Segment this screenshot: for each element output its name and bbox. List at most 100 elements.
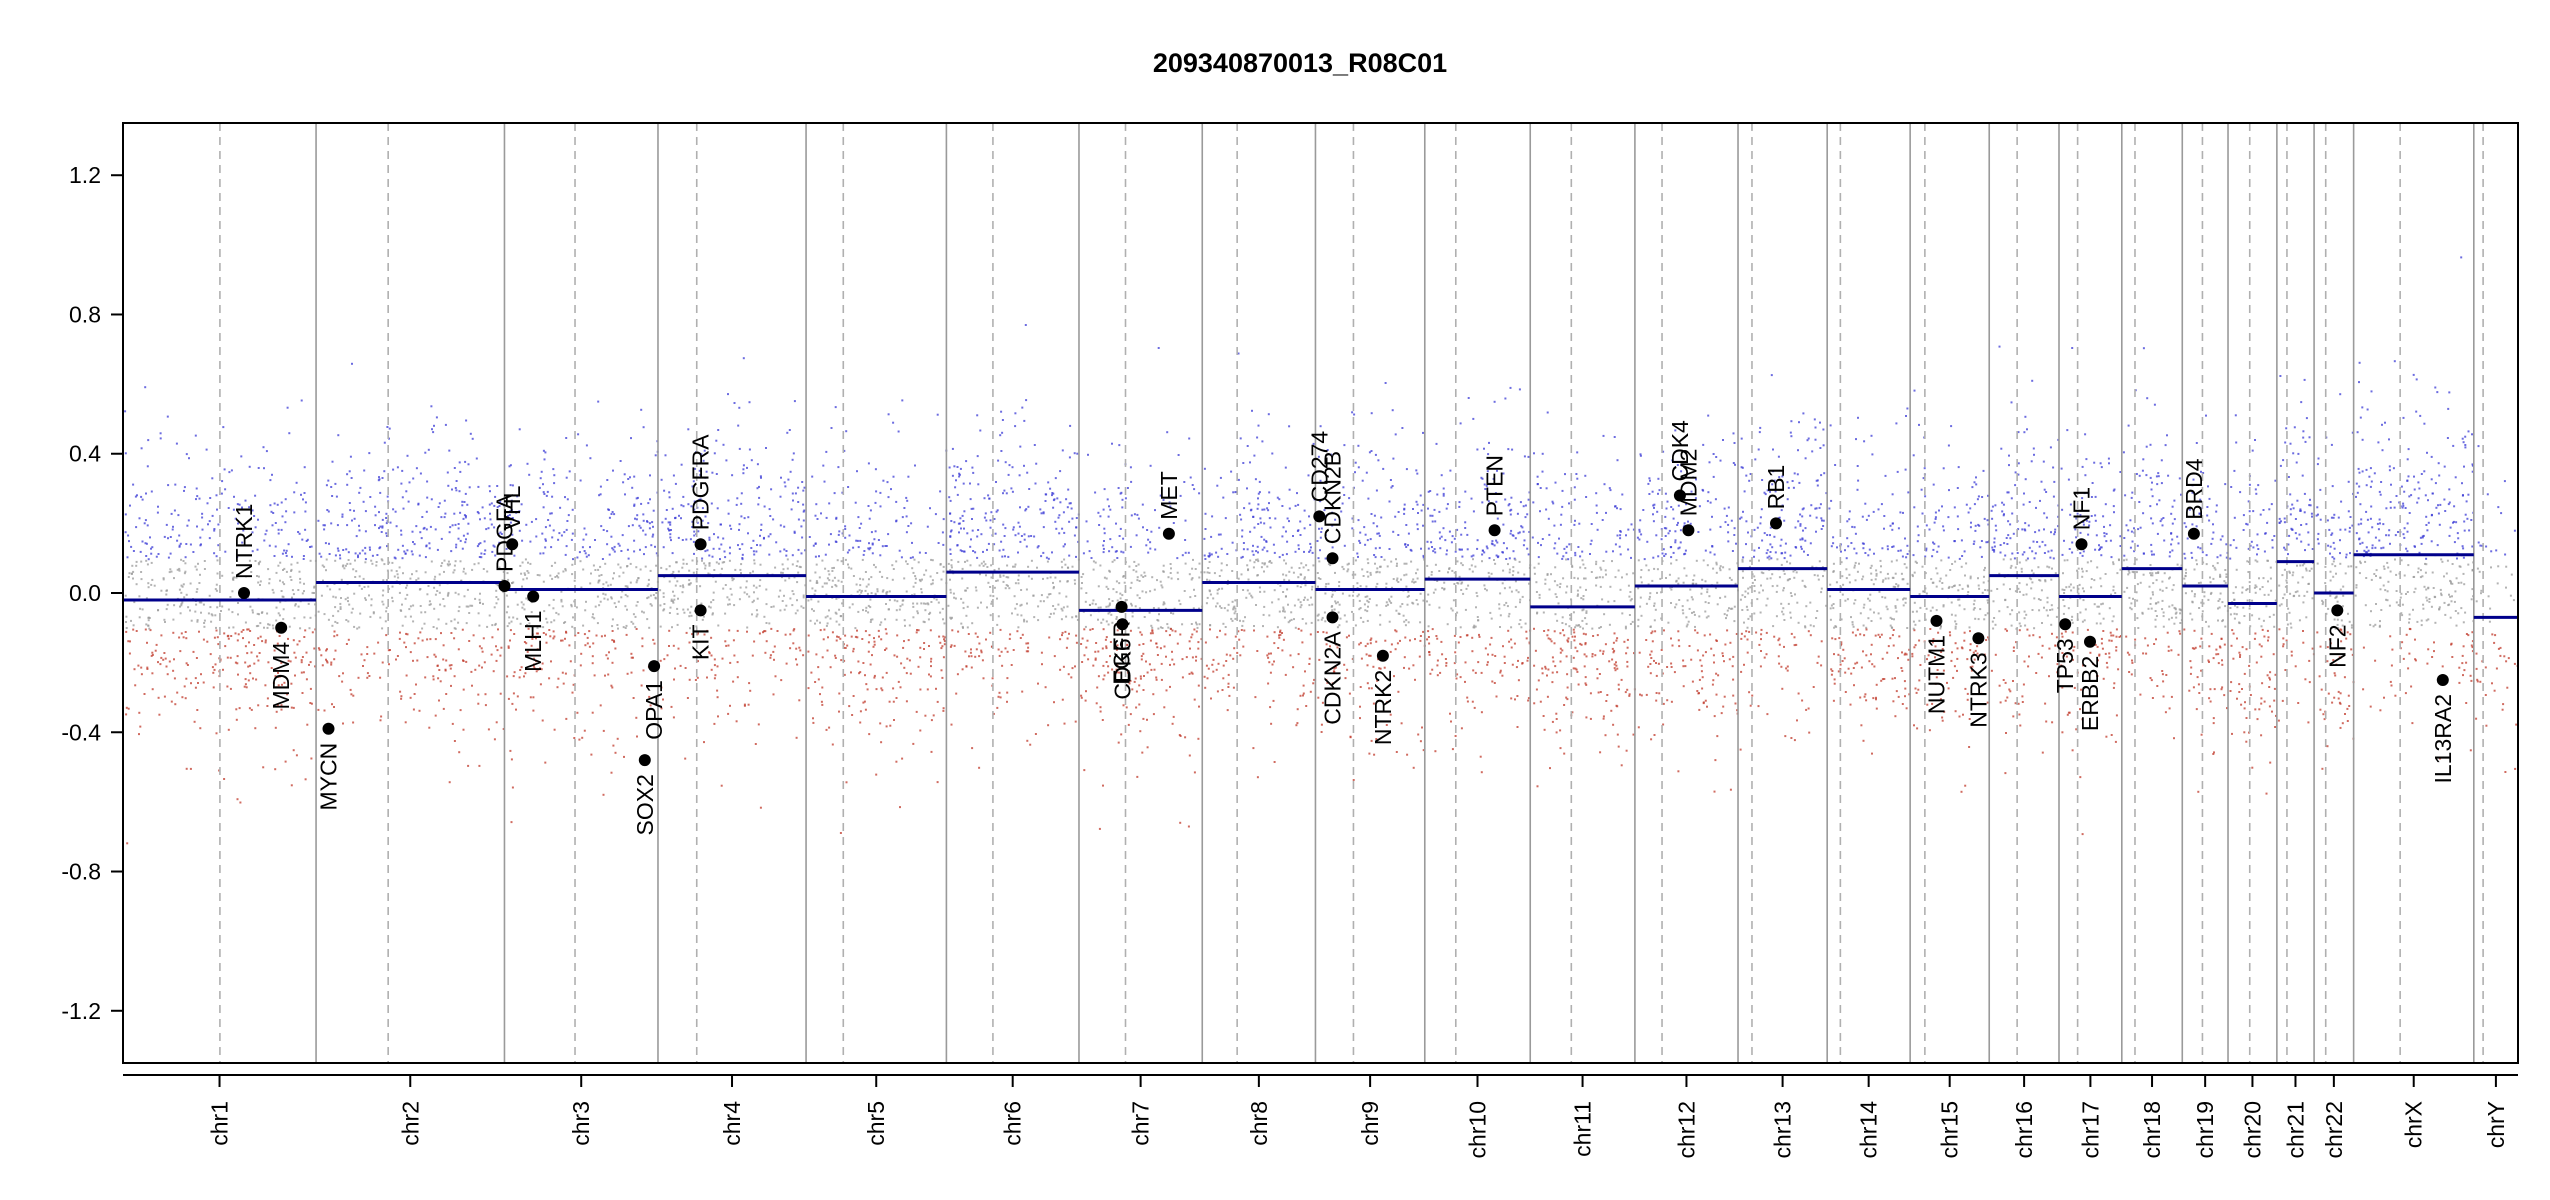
probe-dot: [1048, 616, 1051, 619]
probe-dot: [1103, 527, 1106, 530]
probe-dot: [436, 664, 439, 667]
probe-dot: [1553, 630, 1556, 633]
probe-dot: [379, 616, 382, 619]
probe-dot: [1316, 540, 1319, 542]
probe-dot: [670, 600, 673, 602]
probe-dot: [1412, 766, 1415, 769]
probe-dot: [752, 550, 755, 553]
probe-dot: [415, 683, 417, 686]
probe-dot: [1149, 464, 1152, 467]
probe-dot: [566, 520, 569, 522]
probe-dot: [802, 654, 805, 657]
probe-dot: [708, 538, 711, 541]
probe-dot: [642, 529, 645, 532]
probe-dot: [1068, 502, 1071, 505]
probe-dot: [814, 571, 817, 574]
probe-dot: [1403, 574, 1406, 577]
probe-dot: [140, 560, 143, 563]
probe-dot: [619, 566, 622, 569]
probe-dot: [941, 531, 944, 534]
probe-dot: [1391, 586, 1393, 589]
probe-dot: [465, 538, 467, 541]
probe-dot: [1310, 596, 1312, 599]
probe-dot: [591, 616, 594, 619]
probe-dot: [985, 519, 988, 522]
probe-dot: [735, 503, 738, 506]
probe-dot: [1590, 539, 1593, 542]
probe-dot: [562, 570, 565, 573]
probe-dot: [285, 549, 288, 552]
probe-dot: [196, 588, 199, 591]
probe-dot: [859, 671, 862, 674]
probe-dot: [388, 663, 390, 666]
probe-dot: [1378, 571, 1381, 574]
probe-dot: [148, 617, 151, 619]
probe-dot: [438, 699, 440, 702]
probe-dot: [203, 560, 206, 562]
probe-dot: [1510, 638, 1513, 641]
probe-dot: [1169, 663, 1171, 666]
probe-dot: [1049, 612, 1052, 615]
probe-dot: [216, 606, 219, 609]
probe-dot: [1562, 555, 1565, 558]
probe-dot: [378, 547, 381, 550]
probe-dot: [257, 561, 260, 564]
probe-dot: [346, 524, 349, 527]
probe-dot: [1366, 664, 1369, 667]
probe-dot: [171, 528, 174, 531]
probe-dot: [406, 549, 409, 552]
probe-dot: [325, 649, 328, 652]
probe-dot: [1470, 497, 1473, 500]
probe-dot: [583, 729, 586, 732]
probe-dot: [457, 523, 460, 525]
probe-dot: [155, 555, 158, 558]
probe-dot: [769, 654, 772, 657]
probe-dot: [1205, 602, 1208, 605]
probe-dot: [753, 553, 756, 556]
probe-dot: [391, 585, 394, 588]
probe-dot: [1632, 572, 1635, 575]
probe-dot: [1131, 615, 1134, 618]
probe-dot: [950, 559, 953, 562]
probe-dot: [1519, 601, 1521, 604]
probe-dot: [1147, 551, 1150, 554]
probe-dot: [521, 606, 524, 609]
probe-dot: [949, 645, 952, 648]
probe-dot: [1012, 649, 1015, 651]
probe-dot: [799, 566, 802, 569]
probe-dot: [150, 547, 152, 550]
probe-dot: [1259, 517, 1262, 520]
probe-dot: [1612, 550, 1614, 553]
probe-dot: [386, 545, 388, 548]
probe-dot: [550, 546, 553, 549]
probe-dot: [1464, 608, 1467, 611]
probe-dot: [716, 665, 719, 668]
probe-dot: [896, 634, 899, 637]
probe-dot: [564, 568, 567, 570]
probe-dot: [721, 561, 724, 564]
probe-dot: [1490, 572, 1493, 575]
probe-dot: [986, 606, 988, 609]
probe-dot: [1168, 634, 1171, 637]
probe-dot: [1118, 535, 1121, 537]
probe-dot: [533, 663, 536, 666]
probe-dot: [1256, 507, 1259, 510]
probe-dot: [890, 488, 892, 491]
probe-dot: [607, 673, 610, 676]
probe-dot: [182, 636, 185, 639]
probe-dot: [221, 574, 224, 577]
probe-dot: [184, 697, 187, 700]
probe-dot: [458, 461, 461, 464]
probe-dot: [1554, 613, 1557, 616]
probe-dot: [962, 520, 965, 522]
probe-dot: [1053, 655, 1056, 658]
probe-dot: [415, 579, 418, 582]
probe-dot: [564, 569, 567, 572]
probe-dot: [613, 545, 616, 548]
probe-dot: [543, 610, 546, 613]
probe-dot: [479, 592, 481, 595]
probe-dot: [527, 561, 529, 564]
probe-dot: [155, 643, 158, 646]
probe-dot: [1288, 619, 1291, 622]
probe-dot: [1405, 562, 1408, 565]
